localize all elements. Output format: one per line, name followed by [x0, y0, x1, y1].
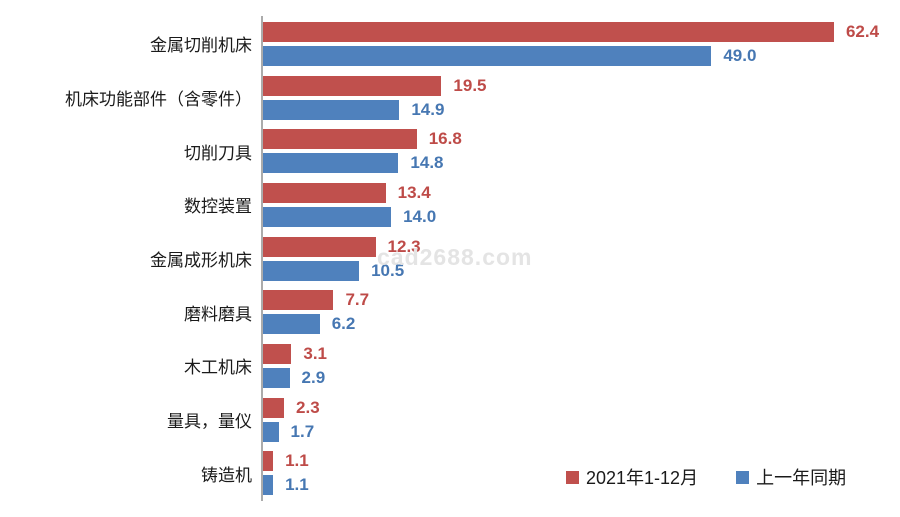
value-label-series-1: 1.7 [290, 421, 315, 441]
value-label-series-1: 14.0 [403, 206, 437, 226]
legend: 2021年1-12月 上一年同期 [566, 464, 846, 490]
legend-label: 上一年同期 [756, 468, 847, 488]
category-label: 木工机床 [184, 358, 252, 379]
bar-series-0 [263, 343, 292, 364]
legend-swatch-icon [566, 470, 579, 484]
value-label-series-0: 12.3 [387, 236, 421, 256]
bar-series-0 [263, 129, 417, 150]
bar-series-0 [263, 451, 274, 472]
value-label-series-1: 14.9 [411, 99, 445, 119]
bar-series-0 [263, 397, 285, 418]
bar-series-0 [263, 75, 442, 96]
bar-series-1 [263, 475, 274, 496]
value-label-series-0: 3.1 [303, 343, 327, 363]
value-label-series-1: 1.1 [285, 475, 309, 495]
value-label-series-0: 62.4 [845, 21, 880, 41]
bar-series-1 [263, 260, 360, 281]
bar-series-0 [263, 236, 376, 257]
value-label-series-0: 19.5 [453, 75, 487, 95]
bar-series-1 [263, 206, 392, 227]
bar-series-1 [263, 45, 712, 66]
value-label-series-0: 16.8 [428, 129, 462, 149]
bar-series-1 [263, 99, 400, 120]
category-label: 金属成形机床 [150, 251, 252, 271]
bar-series-1 [263, 367, 290, 388]
value-label-series-0: 7.7 [345, 290, 370, 310]
category-label: 数控装置 [184, 197, 252, 218]
category-label: 机床功能部件（含零件） [65, 89, 252, 110]
category-label: 切削刀具 [184, 143, 252, 164]
legend-swatch-icon [736, 470, 750, 484]
bar-series-0 [263, 182, 386, 203]
bar-series-1 [263, 421, 279, 442]
value-label-series-0: 2.3 [296, 397, 320, 417]
vertical-axis-line [261, 16, 263, 501]
legend-item-1: 上一年同期 [736, 464, 846, 490]
value-label-series-1: 49.0 [723, 45, 757, 65]
legend-item-0: 2021年1-12月 [566, 464, 698, 490]
value-label-series-1: 14.8 [410, 153, 444, 173]
value-label-series-0: 1.1 [285, 451, 309, 471]
bar-series-1 [263, 314, 320, 335]
value-label-series-0: 13.4 [397, 182, 431, 202]
category-label: 铸造机 [201, 465, 252, 486]
category-label: 量具，量仪 [167, 412, 252, 433]
bar-series-0 [263, 290, 334, 311]
category-label: 金属切削机床 [150, 36, 252, 57]
bar-series-0 [263, 21, 834, 42]
bar-series-1 [263, 153, 399, 174]
value-label-series-1: 2.9 [301, 367, 326, 387]
value-label-series-1: 6.2 [331, 314, 356, 334]
category-label: 磨料磨具 [184, 304, 252, 325]
value-label-series-1: 10.5 [371, 260, 405, 280]
legend-label: 2021年1-12月 [586, 468, 699, 488]
